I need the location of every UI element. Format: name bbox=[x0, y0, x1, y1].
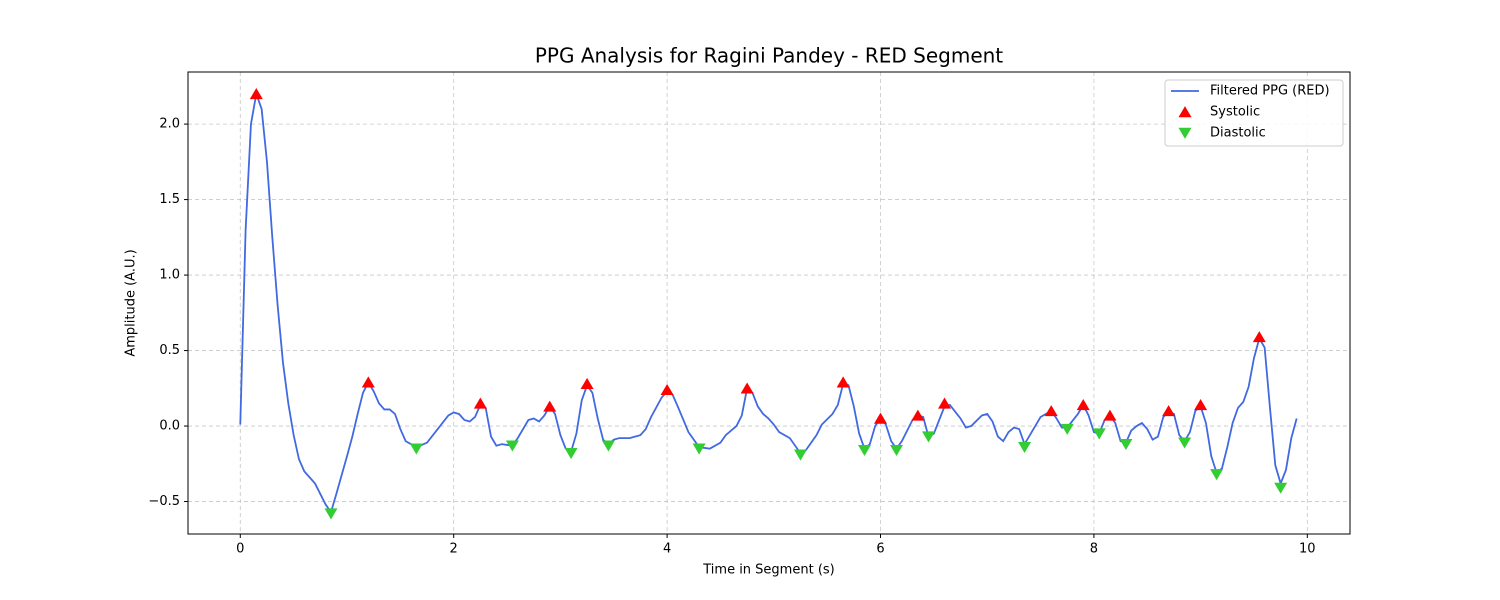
marker bbox=[473, 397, 487, 409]
marker bbox=[580, 377, 594, 389]
x-tick-label: 6 bbox=[876, 542, 884, 557]
marker bbox=[1252, 331, 1266, 343]
marker bbox=[1060, 423, 1074, 435]
x-tick-label: 10 bbox=[1299, 542, 1316, 557]
marker bbox=[922, 431, 936, 443]
marker bbox=[409, 443, 423, 455]
marker bbox=[874, 412, 888, 424]
x-tick-label: 0 bbox=[236, 542, 244, 557]
marker bbox=[1194, 399, 1208, 411]
marker bbox=[692, 443, 706, 455]
marker bbox=[1178, 437, 1192, 449]
marker bbox=[1092, 428, 1106, 440]
y-tick-label: 1.5 bbox=[159, 192, 180, 207]
marker bbox=[543, 400, 557, 412]
marker bbox=[1274, 482, 1288, 494]
marker bbox=[1119, 438, 1133, 451]
marker bbox=[938, 397, 952, 409]
marker bbox=[660, 383, 674, 396]
chart-title: PPG Analysis for Ragini Pandey - RED Seg… bbox=[535, 44, 1003, 68]
y-tick-label: 1.0 bbox=[159, 268, 180, 283]
marker bbox=[1044, 405, 1058, 417]
legend-label: Filtered PPG (RED) bbox=[1210, 84, 1330, 99]
marker bbox=[1018, 441, 1032, 454]
marker bbox=[249, 88, 263, 100]
marker bbox=[1103, 409, 1117, 421]
marker bbox=[740, 382, 754, 394]
marker bbox=[601, 440, 615, 452]
marker bbox=[564, 448, 578, 460]
marker bbox=[857, 445, 871, 457]
y-tick-label: 0.5 bbox=[159, 343, 180, 358]
data-line bbox=[239, 90, 1298, 515]
marker bbox=[1162, 405, 1176, 417]
x-axis-label: Time in Segment (s) bbox=[702, 563, 834, 578]
marker bbox=[505, 440, 519, 452]
marker bbox=[1210, 469, 1224, 481]
y-axis-label: Amplitude (A.U.) bbox=[124, 249, 139, 356]
legend-label: Diastolic bbox=[1210, 126, 1266, 141]
y-tick-label: −0.5 bbox=[148, 494, 180, 509]
plot-frame bbox=[187, 71, 1351, 535]
marker bbox=[890, 445, 904, 457]
marker bbox=[836, 376, 850, 388]
marker bbox=[1076, 399, 1090, 411]
legend-box bbox=[1164, 79, 1344, 147]
marker bbox=[793, 449, 807, 461]
marker bbox=[324, 508, 338, 520]
legend-marker bbox=[1178, 127, 1192, 139]
x-tick-label: 4 bbox=[663, 542, 671, 557]
y-tick-label: 0.0 bbox=[159, 419, 180, 434]
legend-marker bbox=[1178, 106, 1192, 118]
marker bbox=[361, 376, 375, 388]
y-tick-label: 2.0 bbox=[159, 117, 180, 132]
marker bbox=[911, 409, 925, 421]
x-tick-label: 2 bbox=[450, 542, 458, 557]
legend-label: Systolic bbox=[1210, 105, 1260, 120]
x-tick-label: 8 bbox=[1090, 542, 1098, 557]
